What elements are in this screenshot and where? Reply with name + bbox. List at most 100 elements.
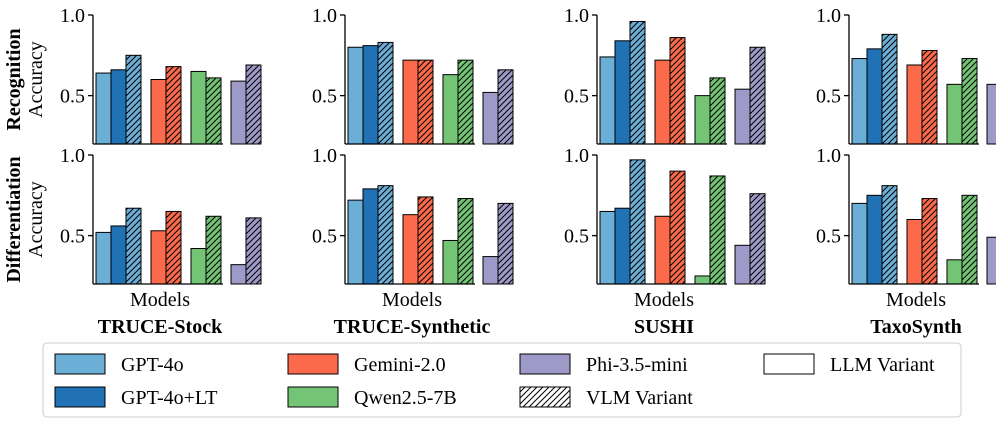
y-tick-label: 1.0 <box>564 5 589 27</box>
legend-item-gpt-4o-label: GPT-4o <box>121 354 184 376</box>
x-axis-label: Models <box>886 289 946 311</box>
bar-differentiation-sushi-phi-3-5-mini <box>734 244 751 285</box>
bar-differentiation-truce-stock-gpt-4o <box>95 231 112 285</box>
bar-differentiation-truce-stock-phi-3-5-mini <box>230 264 247 285</box>
bar-differentiation-truce-stock-gpt-4o-lt <box>110 225 127 285</box>
bar-recognition-sushi-qwen2-5-7b <box>694 95 711 145</box>
y-tick-label: 0.5 <box>312 86 337 108</box>
bar-recognition-truce-stock-gemini-2-0 <box>150 79 167 145</box>
y-tick-label: 0.5 <box>564 86 589 108</box>
bar-differentiation-truce-synthetic-qwen2-5-7b-vlm-hatch <box>458 198 473 284</box>
bar-recognition-truce-synthetic-gpt-4o <box>347 46 364 145</box>
bar-recognition-truce-synthetic-gpt-4o-lt <box>362 45 379 145</box>
bar-recognition-taxosynth-phi-3-5-mini <box>986 83 996 145</box>
bar-differentiation-truce-stock-qwen2-5-7b-vlm-hatch <box>206 216 221 284</box>
y-tick-label: 0.5 <box>60 86 85 108</box>
y-tick-label: 1.0 <box>564 145 589 167</box>
y-tick-label: 0.5 <box>816 226 841 248</box>
legend-box <box>42 342 962 418</box>
bar-recognition-taxosynth-qwen2-5-7b-vlm-hatch <box>962 58 977 144</box>
legend-item-qwen2-5-7b-label: Qwen2.5-7B <box>354 387 457 409</box>
bar-differentiation-truce-stock-gpt-4o-vlm-hatch <box>126 208 141 284</box>
y-tick-label: 0.5 <box>564 226 589 248</box>
bar-differentiation-truce-stock-qwen2-5-7b <box>190 248 207 285</box>
y-tick-label: 1.0 <box>312 5 337 27</box>
bar-differentiation-truce-stock-phi-3-5-mini-vlm-hatch <box>246 217 261 284</box>
bar-differentiation-truce-stock-gemini-2-0-vlm-hatch <box>166 211 181 284</box>
bar-differentiation-sushi-gpt-4o <box>599 210 616 285</box>
legend-item-phi-3-5-mini-label: Phi-3.5-mini <box>586 354 688 376</box>
bar-recognition-taxosynth-gpt-4o-lt <box>866 48 883 145</box>
x-axis-label: Models <box>130 289 190 311</box>
dataset-title: TRUCE-Synthetic <box>334 316 491 338</box>
legend-item-gemini-2-0-label: Gemini-2.0 <box>354 354 446 376</box>
legend-item-llm-variant-label: LLM Variant <box>830 354 935 376</box>
bar-recognition-truce-synthetic-gemini-2-0 <box>402 59 419 145</box>
bar-differentiation-sushi-qwen2-5-7b-vlm-hatch <box>710 175 725 284</box>
bar-recognition-truce-stock-gpt-4o <box>95 72 112 145</box>
legend-item-gpt-4o-swatch <box>54 353 106 375</box>
legend-item-gemini-2-0-swatch <box>287 353 339 375</box>
bar-differentiation-sushi-qwen2-5-7b <box>694 275 711 285</box>
bar-recognition-sushi-gpt-4o-vlm-hatch <box>630 21 645 145</box>
bar-differentiation-sushi-gpt-4o-vlm-hatch <box>630 159 645 284</box>
bar-differentiation-taxosynth-qwen2-5-7b-vlm-hatch <box>962 195 977 284</box>
bar-differentiation-sushi-phi-3-5-mini-vlm-hatch <box>750 193 765 284</box>
bar-recognition-truce-stock-phi-3-5-mini <box>230 80 247 145</box>
y-tick-label: 1.0 <box>816 145 841 167</box>
bar-recognition-truce-stock-phi-3-5-mini-vlm-hatch <box>246 64 261 144</box>
bar-recognition-sushi-gemini-2-0 <box>654 59 671 145</box>
legend-item-gpt-4o-lt-label: GPT-4o+LT <box>121 387 217 409</box>
row-label-bold: Recognition <box>3 28 25 130</box>
bar-recognition-taxosynth-gpt-4o <box>851 58 868 145</box>
bar-recognition-sushi-phi-3-5-mini <box>734 88 751 145</box>
bar-differentiation-sushi-gemini-2-0 <box>654 215 671 285</box>
row-label-plain: Accuracy <box>25 181 47 258</box>
bar-recognition-taxosynth-gpt-4o-vlm-hatch <box>882 34 897 144</box>
bar-recognition-truce-synthetic-gpt-4o-vlm-hatch <box>378 42 393 144</box>
legend-item-phi-3-5-mini-swatch <box>519 353 571 375</box>
bar-recognition-sushi-gemini-2-0-vlm-hatch <box>670 37 685 145</box>
bar-differentiation-taxosynth-gpt-4o-vlm-hatch <box>882 185 897 284</box>
dataset-title: TaxoSynth <box>870 316 962 338</box>
row-label-plain: Accuracy <box>25 41 47 118</box>
y-tick-label: 0.5 <box>816 86 841 108</box>
legend-item-vlm-variant-label: VLM Variant <box>586 387 693 409</box>
bar-recognition-sushi-gpt-4o <box>599 56 616 145</box>
bar-differentiation-taxosynth-gpt-4o <box>851 202 868 285</box>
bar-recognition-truce-stock-qwen2-5-7b <box>190 70 207 145</box>
bar-recognition-truce-stock-gemini-2-0-vlm-hatch <box>166 66 181 144</box>
row-label-bold: Differentiation <box>3 156 25 282</box>
bar-differentiation-taxosynth-gemini-2-0-vlm-hatch <box>922 198 937 284</box>
bar-differentiation-sushi-gemini-2-0-vlm-hatch <box>670 171 685 284</box>
dataset-title: SUSHI <box>634 316 694 338</box>
legend-item-qwen2-5-7b-swatch <box>287 386 339 408</box>
bar-differentiation-truce-synthetic-gpt-4o-lt <box>362 188 379 285</box>
bar-recognition-truce-stock-gpt-4o-lt <box>110 69 127 145</box>
bar-differentiation-sushi-gpt-4o-lt <box>614 207 631 285</box>
bar-recognition-taxosynth-qwen2-5-7b <box>946 83 963 145</box>
bar-differentiation-taxosynth-gemini-2-0 <box>906 219 923 285</box>
legend-item-vlm-variant-swatch-hatch <box>520 387 570 407</box>
x-axis-label: Models <box>382 289 442 311</box>
bar-differentiation-truce-synthetic-phi-3-5-mini <box>482 256 499 285</box>
bar-differentiation-truce-synthetic-gpt-4o-vlm-hatch <box>378 185 393 284</box>
bar-recognition-truce-synthetic-qwen2-5-7b <box>442 74 459 145</box>
y-tick-label: 0.5 <box>60 226 85 248</box>
legend-item-gpt-4o-lt-swatch <box>54 386 106 408</box>
bar-recognition-taxosynth-gemini-2-0-vlm-hatch <box>922 50 937 144</box>
dataset-title: TRUCE-Stock <box>98 316 223 338</box>
y-tick-label: 0.5 <box>312 226 337 248</box>
x-axis-label: Models <box>634 289 694 311</box>
bar-differentiation-truce-synthetic-gemini-2-0 <box>402 214 419 285</box>
bar-recognition-truce-synthetic-gemini-2-0-vlm-hatch <box>418 60 433 144</box>
bar-recognition-sushi-gpt-4o-lt <box>614 40 631 145</box>
bar-differentiation-truce-synthetic-gpt-4o <box>347 199 364 285</box>
bar-recognition-taxosynth-gemini-2-0 <box>906 64 923 145</box>
bar-recognition-truce-stock-qwen2-5-7b-vlm-hatch <box>206 77 221 144</box>
y-tick-label: 1.0 <box>60 145 85 167</box>
bar-recognition-truce-stock-gpt-4o-vlm-hatch <box>126 55 141 144</box>
y-tick-label: 1.0 <box>312 145 337 167</box>
bar-recognition-sushi-phi-3-5-mini-vlm-hatch <box>750 47 765 144</box>
